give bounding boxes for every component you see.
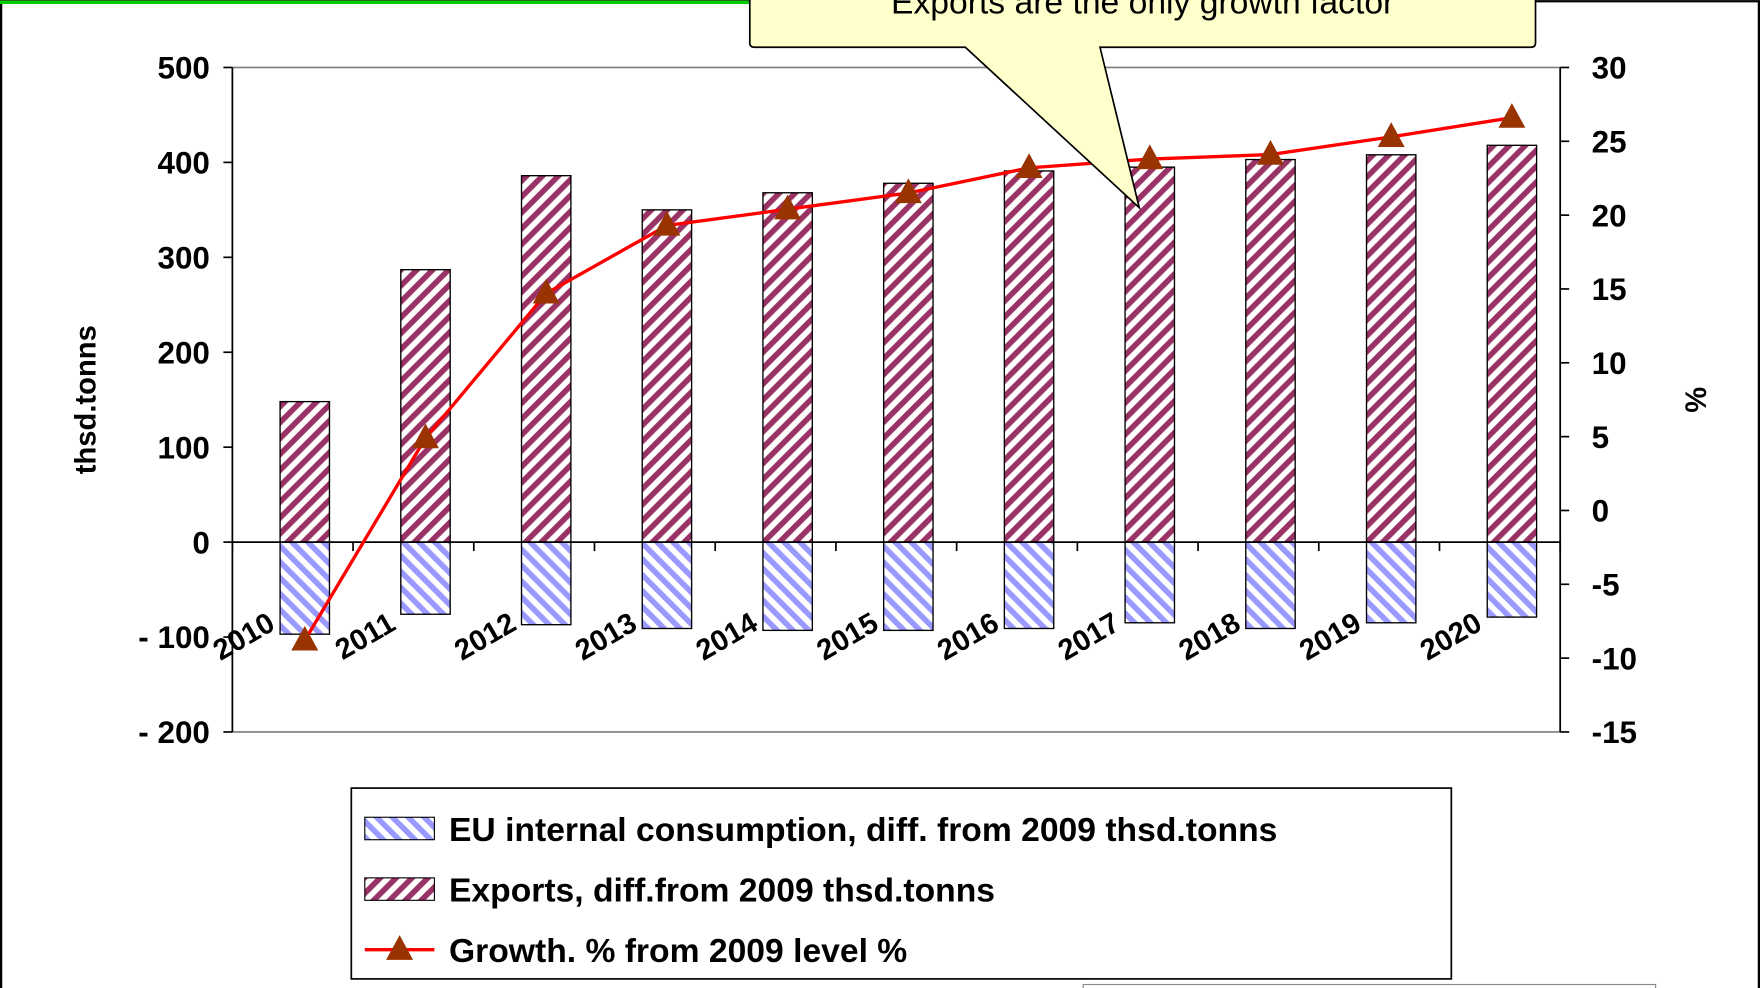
- y-tick-label: 100: [157, 430, 209, 465]
- marker: [1498, 103, 1526, 128]
- legend: [350, 787, 1453, 980]
- bar: [520, 175, 572, 543]
- marker: [894, 178, 922, 204]
- legend-label: EU internal consumption, diff. from 2009…: [449, 812, 1277, 849]
- callout-text: Exports are the only growth factor: [891, 0, 1394, 22]
- bar: [1486, 144, 1538, 543]
- bar: [762, 192, 814, 543]
- marker: [653, 210, 681, 236]
- marker: [774, 194, 802, 220]
- y2-tick-label: 10: [1592, 346, 1627, 381]
- y2-tick-label: 30: [1592, 51, 1627, 86]
- y2-tick-label: 15: [1592, 272, 1627, 307]
- y2-tick-label: -10: [1592, 641, 1637, 676]
- y-tick-label: 300: [157, 241, 209, 276]
- marker: [412, 423, 439, 449]
- bar: [641, 209, 693, 543]
- bar: [1003, 541, 1055, 630]
- bar: [1365, 154, 1417, 543]
- bar: [1124, 166, 1176, 543]
- y-tick-label: 0: [192, 525, 209, 560]
- marker: [532, 278, 560, 304]
- y2-axis-label: %: [1681, 387, 1713, 413]
- bar: [1003, 170, 1055, 543]
- legend-swatch: [364, 877, 435, 901]
- y-tick-label: 400: [157, 146, 209, 181]
- bar: [520, 541, 572, 626]
- marker: [1015, 153, 1043, 178]
- bar: [882, 182, 934, 543]
- marker: [291, 625, 319, 651]
- bar: [279, 541, 331, 635]
- legend-swatch: [364, 816, 435, 841]
- y2-tick-label: -5: [1592, 568, 1620, 603]
- y-axis-label: thsd.tonns: [70, 325, 102, 474]
- y2-tick-label: 5: [1592, 420, 1609, 455]
- bar: [1365, 541, 1417, 624]
- bar: [762, 541, 814, 632]
- bar: [1124, 541, 1176, 624]
- frame-tab: [1082, 983, 1657, 988]
- bar: [1486, 541, 1538, 618]
- bar: [1245, 158, 1296, 543]
- legend-label: Growth. % from 2009 level %: [449, 933, 907, 970]
- bar: [400, 268, 451, 543]
- y2-tick-label: 20: [1592, 198, 1627, 233]
- y2-tick-label: 0: [1592, 494, 1609, 529]
- legend-marker: [386, 935, 414, 960]
- y2-tick-label: -15: [1592, 715, 1637, 750]
- y-tick-label: 500: [157, 51, 209, 86]
- bar: [400, 541, 451, 615]
- marker: [1136, 144, 1164, 170]
- y-tick-label: - 200: [138, 715, 210, 750]
- bar: [641, 541, 693, 630]
- callout-box: [748, 0, 1537, 211]
- bar: [882, 541, 934, 632]
- bar: [279, 400, 331, 543]
- y-tick-label: - 100: [138, 620, 210, 655]
- y2-tick-label: 25: [1592, 125, 1627, 160]
- bar: [1245, 541, 1296, 630]
- y-tick-label: 200: [157, 335, 209, 370]
- marker: [1377, 122, 1405, 147]
- marker: [1257, 139, 1284, 165]
- legend-label: Exports, diff.from 2009 thsd.tonns: [449, 872, 995, 909]
